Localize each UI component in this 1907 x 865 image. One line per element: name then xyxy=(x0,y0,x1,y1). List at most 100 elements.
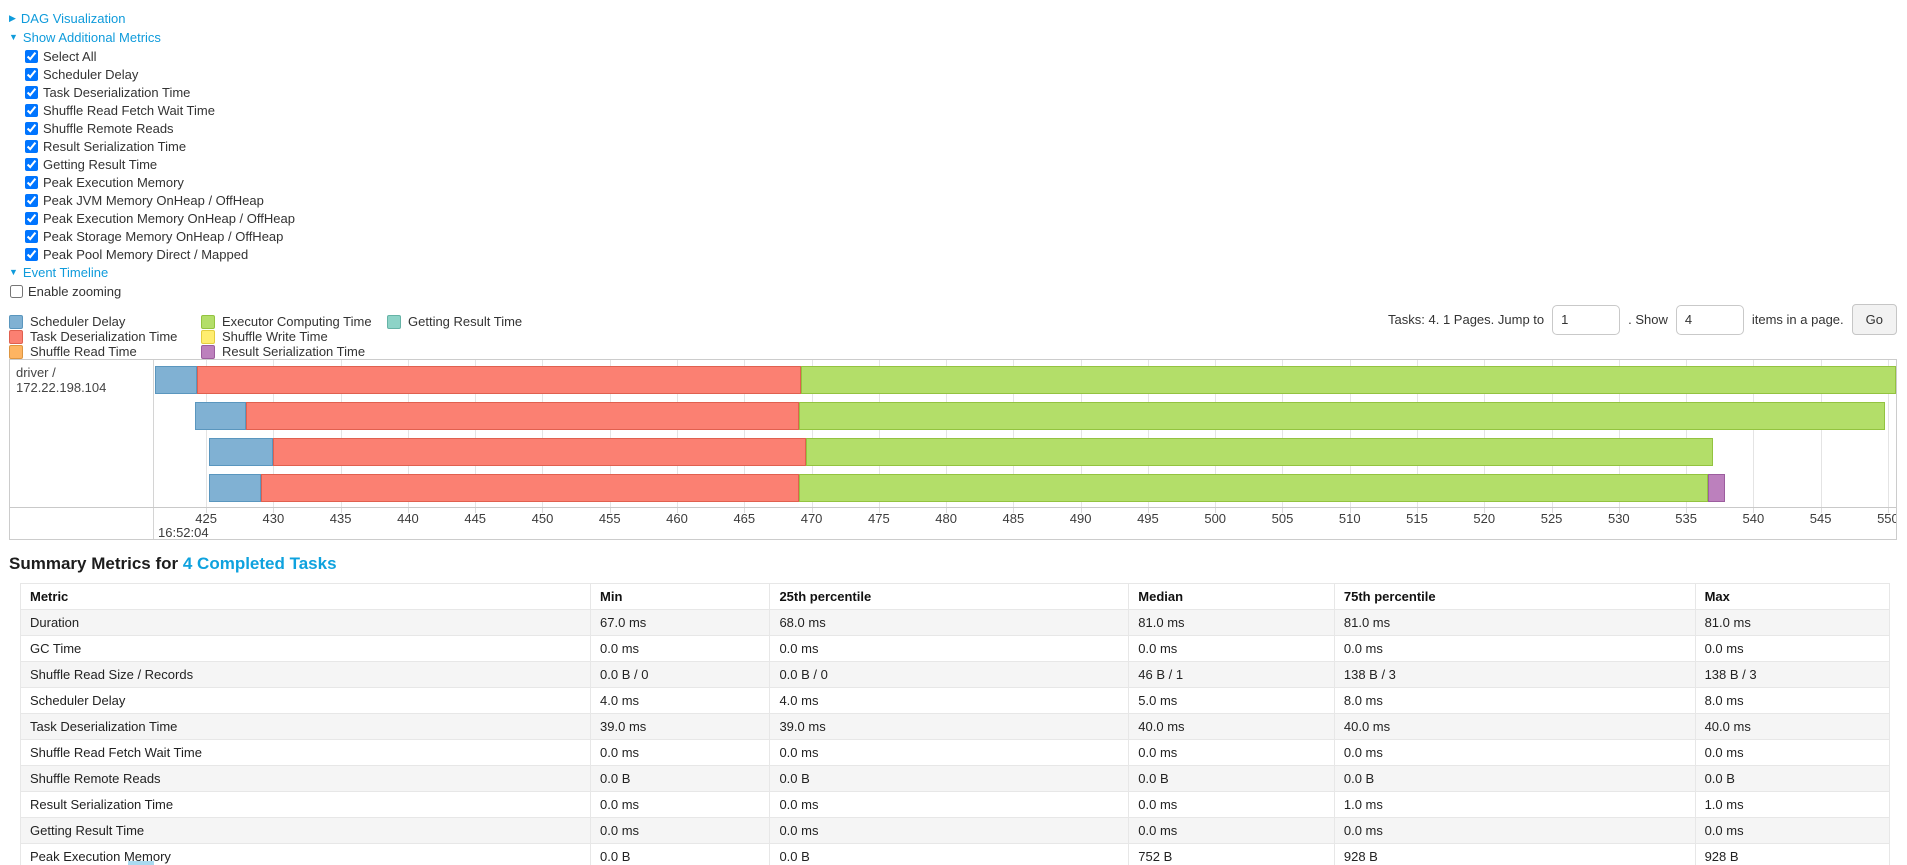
metric-value-cell: 0.0 ms xyxy=(769,791,1130,818)
axis-gridline xyxy=(1013,360,1015,507)
axis-tick xyxy=(1887,508,1889,513)
table-row: Result Serialization Time 0.0 ms 0.0 ms 0.0… xyxy=(19,791,1891,818)
task-bar-segment[interactable] xyxy=(196,366,801,394)
metric-value-cell: 0.0 ms xyxy=(1128,635,1335,662)
legend-swatch-icon xyxy=(201,344,215,359)
table-header-row: Metric Min 25th percentile Median 75th perce… xyxy=(19,583,1891,610)
task-bar-segment[interactable] xyxy=(246,402,800,430)
metric-value-cell: 8.0 ms xyxy=(1694,687,1891,714)
table-header-cell: 75th percentile xyxy=(1333,583,1696,610)
metric-checkbox-label: Getting Result Time xyxy=(43,156,158,172)
table-row: Getting Result Time 0.0 ms 0.0 ms 0.0 ms 0.0… xyxy=(19,817,1891,844)
axis-tick xyxy=(542,508,544,513)
task-bar-segment[interactable] xyxy=(806,438,1713,466)
metric-checkbox-peak-execution-memory-onheap-offheap[interactable] xyxy=(25,211,38,225)
task-bar-segment[interactable] xyxy=(208,438,274,466)
legend-label: Getting Result Time xyxy=(408,314,523,329)
axis-gridline xyxy=(1417,360,1419,507)
metric-value-cell: 5.0 ms xyxy=(1128,687,1335,714)
metric-checkbox-select-all[interactable] xyxy=(25,49,38,63)
metric-value-cell: 0.0 ms xyxy=(590,791,771,818)
axis-tick-label: 540 xyxy=(1742,511,1765,526)
metric-value-cell: 0.0 B xyxy=(769,843,1130,865)
axis-gridline xyxy=(1147,360,1149,507)
metric-value-cell: 81.0 ms xyxy=(1333,609,1696,636)
metric-checkbox-result-serialization-time[interactable] xyxy=(25,139,38,153)
section-show-additional-metrics[interactable]: ▼ Show Additional Metrics xyxy=(9,28,1907,47)
metric-checkbox-task-deserialization-time[interactable] xyxy=(25,85,38,99)
metric-checkbox-row: Peak Execution Memory xyxy=(25,173,1907,191)
axis-gridline xyxy=(1618,360,1620,507)
legend-item: Task Deserialization Time xyxy=(9,329,201,344)
metric-checkbox-peak-jvm-memory-onheap-offheap[interactable] xyxy=(25,193,38,207)
metric-value-cell: 0.0 ms xyxy=(1128,817,1335,844)
table-row: Shuffle Remote Reads 0.0 B 0.0 B 0.0 B 0.0 B… xyxy=(19,765,1891,792)
metric-checkbox-label: Select All xyxy=(43,48,97,64)
legend-label: Executor Computing Time xyxy=(222,314,372,329)
metric-value-cell: 81.0 ms xyxy=(1694,609,1891,636)
summary-table-header: Metric Min 25th percentile Median 75th perce… xyxy=(19,583,1891,610)
axis-tick xyxy=(878,508,880,513)
metric-checkbox-peak-pool-memory-direct-mapped[interactable] xyxy=(25,247,38,261)
summary-metrics-title: Summary Metrics for 4 Completed Tasks xyxy=(9,554,1907,574)
task-bar-segment[interactable] xyxy=(799,474,1708,502)
chevron-down-icon: ▼ xyxy=(9,32,18,42)
axis-tick xyxy=(1753,508,1755,513)
metric-value-cell: 0.0 ms xyxy=(1333,739,1696,766)
axis-gridline xyxy=(1820,360,1822,507)
task-bar-segment[interactable] xyxy=(800,366,1896,394)
enable-zooming-label: Enable zooming xyxy=(28,284,122,299)
metric-name-cell: Task Deserialization Time xyxy=(19,713,592,740)
metric-checkbox-shuffle-remote-reads[interactable] xyxy=(25,121,38,135)
metric-value-cell: 752 B xyxy=(1128,843,1335,865)
metric-value-cell: 0.0 B xyxy=(769,765,1130,792)
axis-gridline xyxy=(542,360,544,507)
axis-tick xyxy=(609,508,611,513)
chevron-right-icon: ▶ xyxy=(9,13,16,23)
metric-checkbox-getting-result-time[interactable] xyxy=(25,157,38,171)
metric-checkbox-label: Scheduler Delay xyxy=(43,66,139,82)
metric-checkbox-peak-execution-memory[interactable] xyxy=(25,175,38,189)
axis-tick-label: 460 xyxy=(666,511,688,526)
metric-value-cell: 81.0 ms xyxy=(1128,609,1335,636)
section-dag-visualization[interactable]: ▶ DAG Visualization xyxy=(9,9,1907,28)
legend-label: Result Serialization Time xyxy=(222,344,366,359)
completed-tasks-link[interactable]: 4 Completed Tasks xyxy=(182,554,337,573)
metric-value-cell: 40.0 ms xyxy=(1694,713,1891,740)
axis-gridline xyxy=(1080,360,1082,507)
metric-checkbox-scheduler-delay[interactable] xyxy=(25,67,38,81)
jump-to-page-input[interactable] xyxy=(1552,304,1621,335)
task-bar-segment[interactable] xyxy=(273,438,807,466)
axis-tick-label: 525 xyxy=(1540,511,1563,526)
section-event-timeline[interactable]: ▼ Event Timeline xyxy=(9,263,1907,282)
task-bar-segment[interactable] xyxy=(261,474,800,502)
axis-tick-label: 545 xyxy=(1809,511,1832,526)
task-bar-segment[interactable] xyxy=(208,474,262,502)
axis-gridline xyxy=(1887,360,1889,507)
metric-value-cell: 0.0 ms xyxy=(1333,817,1696,844)
axis-tick-label: 505 xyxy=(1271,511,1294,526)
axis-tick-label: 450 xyxy=(531,511,554,526)
metric-checkbox-row: Peak Execution Memory OnHeap / OffHeap xyxy=(25,209,1907,227)
axis-tick-label: 530 xyxy=(1607,511,1630,526)
items-per-page-input[interactable] xyxy=(1675,304,1744,335)
legend-and-pagination-band: Scheduler Delay Task Deserialization Time… xyxy=(0,302,1907,359)
axis-tick-label: 430 xyxy=(262,511,285,526)
task-bar-segment[interactable] xyxy=(155,366,197,394)
metric-value-cell: 0.0 B / 0 xyxy=(590,661,771,688)
metric-name-cell: Result Serialization Time xyxy=(19,791,592,818)
timeline-plot-area xyxy=(155,360,1896,507)
go-button[interactable]: Go xyxy=(1851,304,1897,335)
enable-zooming-checkbox[interactable] xyxy=(10,285,23,298)
task-bar-segment[interactable] xyxy=(195,402,247,430)
additional-metrics-checkbox-list: Select All Scheduler Delay Task Deserializ… xyxy=(25,47,1907,263)
metric-value-cell: 0.0 B xyxy=(1694,765,1891,792)
task-bar-segment[interactable] xyxy=(799,402,1886,430)
metric-checkbox-row: Scheduler Delay xyxy=(25,65,1907,83)
task-pagination: Tasks: 4. 1 Pages. Jump to . Show items … xyxy=(1388,304,1897,335)
metric-value-cell: 40.0 ms xyxy=(1333,713,1696,740)
metric-checkbox-peak-storage-memory-onheap-offheap[interactable] xyxy=(25,229,38,243)
metric-value-cell: 67.0 ms xyxy=(590,609,771,636)
task-bar-segment[interactable] xyxy=(1707,474,1726,502)
metric-checkbox-shuffle-read-fetch-wait-time[interactable] xyxy=(25,103,38,117)
